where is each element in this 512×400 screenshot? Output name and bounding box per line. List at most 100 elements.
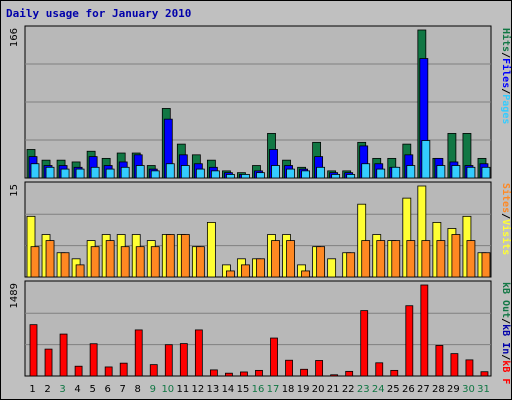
bar-sites-day-8 xyxy=(135,246,145,278)
bar-pages-day-9 xyxy=(150,170,160,179)
bar-sites-day-1 xyxy=(30,246,40,278)
bar-pages-day-5 xyxy=(90,166,100,179)
bar-pages-day-3 xyxy=(60,168,70,179)
x-tick-label: 30 xyxy=(462,384,475,395)
bar-sites-day-16 xyxy=(256,258,265,278)
x-tick-label: 27 xyxy=(417,384,430,395)
bar-sites-day-15 xyxy=(241,264,250,278)
legend-kbin: kB In xyxy=(500,324,511,354)
bar-sites-day-26 xyxy=(406,240,416,278)
bar-sites-day-22 xyxy=(346,252,356,278)
bar-kbf-day-12 xyxy=(194,329,203,377)
y-max-label: 15 xyxy=(9,184,20,197)
x-tick-label: 18 xyxy=(282,384,295,395)
bar-kbf-day-25 xyxy=(390,369,399,377)
bar-sites-day-9 xyxy=(150,246,160,278)
bar-sites-day-6 xyxy=(105,240,115,278)
x-tick-label: 5 xyxy=(89,384,95,395)
bar-kbf-day-6 xyxy=(104,366,113,377)
bar-kbf-day-3 xyxy=(59,333,68,377)
bar-kbf-day-13 xyxy=(209,369,218,377)
x-tick-label: 21 xyxy=(327,384,340,395)
x-tick-label: 31 xyxy=(477,384,490,395)
bar-sites-day-11 xyxy=(180,234,190,278)
x-tick-label: 19 xyxy=(297,384,310,395)
bar-sites-day-14 xyxy=(226,270,235,278)
bar-sites-day-17 xyxy=(271,240,280,278)
bar-pages-day-31 xyxy=(481,166,491,179)
bar-pages-day-2 xyxy=(45,166,55,179)
x-tick-label: 9 xyxy=(150,384,156,395)
bar-pages-day-24 xyxy=(376,168,386,179)
bar-pages-day-22 xyxy=(346,174,356,179)
x-tick-label: 20 xyxy=(312,384,325,395)
x-tick-label: 13 xyxy=(207,384,220,395)
bar-visits-day-13 xyxy=(206,221,216,278)
legend-files: Files xyxy=(500,58,512,88)
x-tick-label: 16 xyxy=(252,384,265,395)
bar-kbf-day-1 xyxy=(29,324,38,377)
x-tick-label: 4 xyxy=(74,384,80,395)
bar-pages-day-15 xyxy=(241,174,250,179)
bar-kbf-day-15 xyxy=(240,371,248,377)
bar-sites-day-31 xyxy=(481,252,491,278)
legend-pages: Pages xyxy=(500,94,511,124)
bar-pages-day-18 xyxy=(286,168,295,179)
x-axis-day-labels: 1 2 3 4 5 6 7 8 9 10 11 12 13 14 15 16 17 18 19 20 21 22 23 24 2… xyxy=(29,384,490,395)
bar-pages-day-12 xyxy=(195,168,205,179)
legend-hits-files-pages: Hits/Files/Pages xyxy=(500,28,512,124)
bar-kbf-day-17 xyxy=(270,337,278,377)
legend-separator: / xyxy=(500,88,511,94)
bar-kbf-day-29 xyxy=(450,353,459,377)
bar-pages-day-30 xyxy=(466,166,476,179)
x-tick-label: 8 xyxy=(135,384,141,395)
bar-pages-day-16 xyxy=(256,172,265,179)
x-tick-label: 7 xyxy=(120,384,126,395)
x-tick-label: 14 xyxy=(222,384,235,395)
bar-sites-day-20 xyxy=(316,246,326,278)
bar-sites-day-19 xyxy=(301,270,310,278)
bar-visits-day-21 xyxy=(327,258,337,278)
bar-kbf-day-8 xyxy=(134,329,143,377)
legend-kbytes: kB Out/kB In/kB F xyxy=(500,282,511,384)
bar-sites-day-5 xyxy=(90,246,100,278)
bar-kbf-day-20 xyxy=(315,360,324,377)
y-max-label: 166 xyxy=(9,28,20,47)
x-tick-label: 6 xyxy=(104,384,110,395)
bar-sites-day-23 xyxy=(361,240,371,278)
bar-kbf-day-9 xyxy=(149,364,158,377)
bar-pages-day-1 xyxy=(30,163,40,179)
panel-background xyxy=(24,280,492,377)
bar-kbf-day-27 xyxy=(420,284,429,377)
bar-pages-day-21 xyxy=(331,174,341,179)
panel-visits-sites: 15 xyxy=(9,181,492,278)
bar-sites-day-7 xyxy=(120,246,130,278)
bar-sites-day-25 xyxy=(391,240,401,278)
x-tick-label: 25 xyxy=(387,384,400,395)
legend-separator: / xyxy=(500,354,511,360)
bar-pages-day-14 xyxy=(226,174,235,179)
bar-sites-day-28 xyxy=(436,240,446,278)
legend-separator: / xyxy=(500,52,511,58)
bar-kbf-day-23 xyxy=(360,310,369,377)
bar-pages-day-17 xyxy=(271,165,280,179)
bar-pages-day-25 xyxy=(391,166,401,179)
x-tick-label: 28 xyxy=(432,384,445,395)
bar-pages-day-29 xyxy=(451,165,461,179)
chart-title: Daily usage for January 2010 xyxy=(6,7,191,20)
legend-kbout: kB Out xyxy=(500,282,511,318)
x-tick-label: 12 xyxy=(192,384,205,395)
legend-separator: / xyxy=(500,213,511,219)
bar-pages-day-4 xyxy=(75,168,85,179)
bar-kbf-day-31 xyxy=(480,371,489,377)
bar-pages-day-6 xyxy=(105,168,115,179)
bar-kbf-day-11 xyxy=(179,343,188,377)
bar-sites-day-18 xyxy=(286,240,295,278)
bar-kbf-day-14 xyxy=(225,372,233,377)
bar-sites-day-4 xyxy=(75,264,85,278)
bar-pages-day-8 xyxy=(135,165,145,179)
bar-sites-day-10 xyxy=(165,234,175,278)
bar-sites-day-27 xyxy=(421,240,431,278)
